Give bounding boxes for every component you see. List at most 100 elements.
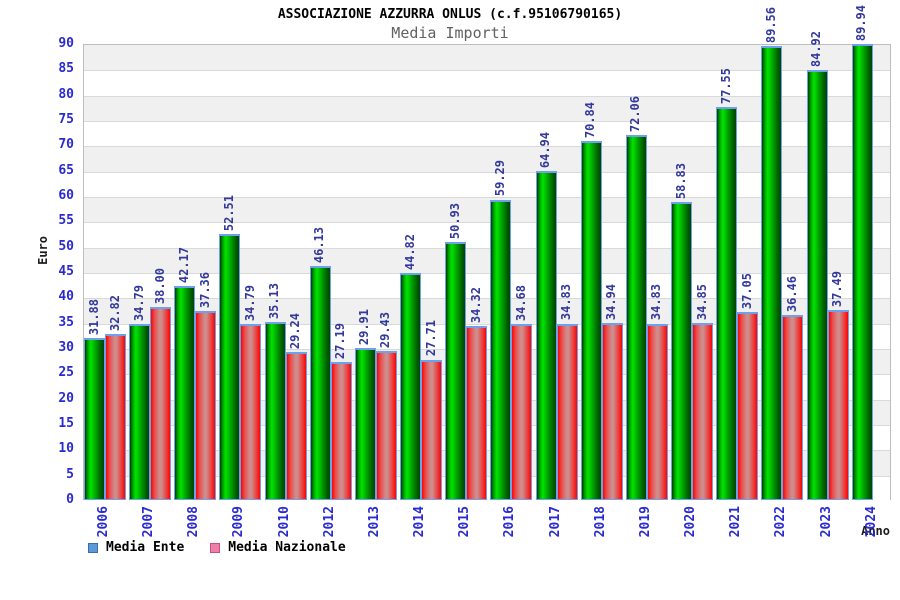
value-label: 89.56 — [763, 7, 778, 44]
value-label: 34.83 — [649, 284, 664, 321]
bar-media-ente-2010 — [264, 322, 286, 500]
y-tick-label: 70 — [58, 137, 74, 153]
x-tick-label-2017: 2017 — [547, 506, 563, 538]
plot-band — [84, 95, 890, 121]
bar-media-nazionale-2006 — [105, 333, 126, 500]
value-label: 27.19 — [333, 323, 348, 360]
y-tick-label: 60 — [58, 188, 74, 203]
legend-label-media-ente: Media Ente — [106, 540, 185, 555]
bar-media-ente-2021 — [716, 107, 738, 500]
gridline — [84, 171, 890, 173]
value-label: 89.94 — [854, 5, 869, 42]
bar-media-nazionale-2012 — [330, 362, 352, 500]
legend-swatch-media-ente-icon — [88, 542, 98, 553]
y-tick-label: 15 — [58, 416, 74, 431]
value-label: 34.32 — [468, 287, 483, 324]
bar-media-ente-2020 — [671, 201, 693, 500]
y-tick-label: 80 — [58, 86, 74, 102]
value-label: 32.82 — [107, 294, 122, 331]
value-label: 77.55 — [718, 67, 733, 105]
value-label: 34.79 — [131, 284, 146, 321]
bar-media-ente-2013 — [354, 348, 376, 500]
y-tick-label: 0 — [66, 492, 74, 507]
x-tick-label-2007: 2007 — [141, 506, 157, 538]
x-tick-label-2022: 2022 — [773, 506, 789, 538]
plot-band — [84, 222, 890, 248]
value-label: 37.49 — [830, 270, 845, 308]
gridline — [84, 197, 890, 198]
bar-media-nazionale-2009 — [240, 323, 262, 500]
bar-media-nazionale-2017 — [556, 323, 578, 500]
y-tick-label: 40 — [58, 289, 74, 305]
value-label: 34.68 — [513, 285, 528, 322]
value-label: 29.24 — [288, 312, 303, 349]
y-tick-label: 50 — [58, 238, 74, 254]
x-tick-label-2016: 2016 — [502, 506, 518, 538]
value-label: 72.06 — [628, 95, 643, 132]
y-tick-label: 65 — [58, 162, 74, 178]
chart-title: ASSOCIAZIONE AZZURRA ONLUS (c.f.95106790… — [277, 7, 623, 22]
gridline — [84, 146, 890, 148]
bar-media-ente-2007 — [129, 323, 151, 500]
bar-media-nazionale-2007 — [150, 307, 172, 500]
y-tick-label: 20 — [58, 390, 74, 406]
x-tick-label-2008: 2008 — [186, 506, 202, 538]
bar-media-nazionale-2008 — [195, 310, 217, 500]
value-label: 58.83 — [673, 162, 688, 199]
value-label: 27.71 — [423, 320, 438, 357]
value-label: 34.85 — [694, 284, 709, 321]
value-label: 38.00 — [152, 268, 167, 305]
gridline — [84, 95, 890, 97]
x-tick-label-2020: 2020 — [683, 506, 699, 538]
y-tick-label: 85 — [58, 61, 74, 77]
value-label: 29.91 — [357, 309, 372, 346]
y-tick-label: 55 — [58, 213, 74, 229]
plot-band — [84, 146, 890, 172]
bar-media-ente-2014 — [400, 272, 422, 500]
bar-media-ente-2017 — [535, 170, 557, 500]
bar-media-ente-2006 — [84, 338, 105, 500]
bar-media-nazionale-2016 — [511, 324, 533, 500]
x-tick-label-2023: 2023 — [818, 506, 834, 538]
value-label: 31.88 — [86, 299, 101, 336]
gridline — [84, 247, 890, 249]
value-label: 50.93 — [447, 202, 462, 239]
gridline — [84, 323, 890, 325]
value-label: 35.13 — [267, 282, 282, 320]
y-tick-label: 45 — [58, 264, 74, 279]
y-tick-label: 10 — [58, 441, 74, 457]
plot-band — [84, 121, 890, 147]
x-tick-label-2021: 2021 — [728, 506, 744, 538]
gridline — [84, 273, 890, 274]
y-tick-label: 25 — [58, 365, 74, 381]
gridline — [84, 70, 890, 72]
gridline — [84, 121, 890, 122]
plot-band — [84, 171, 890, 197]
plot-band — [84, 273, 890, 299]
bar-media-nazionale-2022 — [782, 315, 804, 500]
bar-media-nazionale-2013 — [375, 350, 397, 500]
y-tick-label: 5 — [66, 466, 74, 482]
y-tick-label: 30 — [58, 340, 74, 355]
x-tick-label-2010: 2010 — [276, 506, 292, 538]
value-label: 46.13 — [312, 227, 327, 264]
y-tick-label: 75 — [58, 112, 74, 127]
gridline — [84, 298, 890, 300]
value-label: 34.83 — [559, 284, 574, 321]
x-tick-label-2019: 2019 — [637, 506, 653, 538]
bar-media-nazionale-2010 — [285, 351, 307, 500]
x-axis-title: Anno — [861, 524, 890, 538]
x-tick-label-2015: 2015 — [457, 506, 473, 538]
bar-media-ente-2018 — [580, 141, 602, 500]
value-label: 70.84 — [583, 101, 598, 139]
value-label: 44.82 — [402, 233, 417, 270]
legend-label-media-nazionale: Media Nazionale — [228, 540, 346, 555]
plot-band — [84, 45, 890, 71]
bar-media-nazionale-2023 — [827, 310, 849, 500]
bar-media-ente-2012 — [309, 266, 331, 500]
value-label: 52.51 — [221, 194, 236, 231]
value-label: 59.29 — [492, 160, 507, 197]
bar-media-ente-2022 — [761, 46, 783, 500]
x-tick-label-2013: 2013 — [366, 506, 382, 538]
value-label: 34.79 — [242, 284, 257, 321]
